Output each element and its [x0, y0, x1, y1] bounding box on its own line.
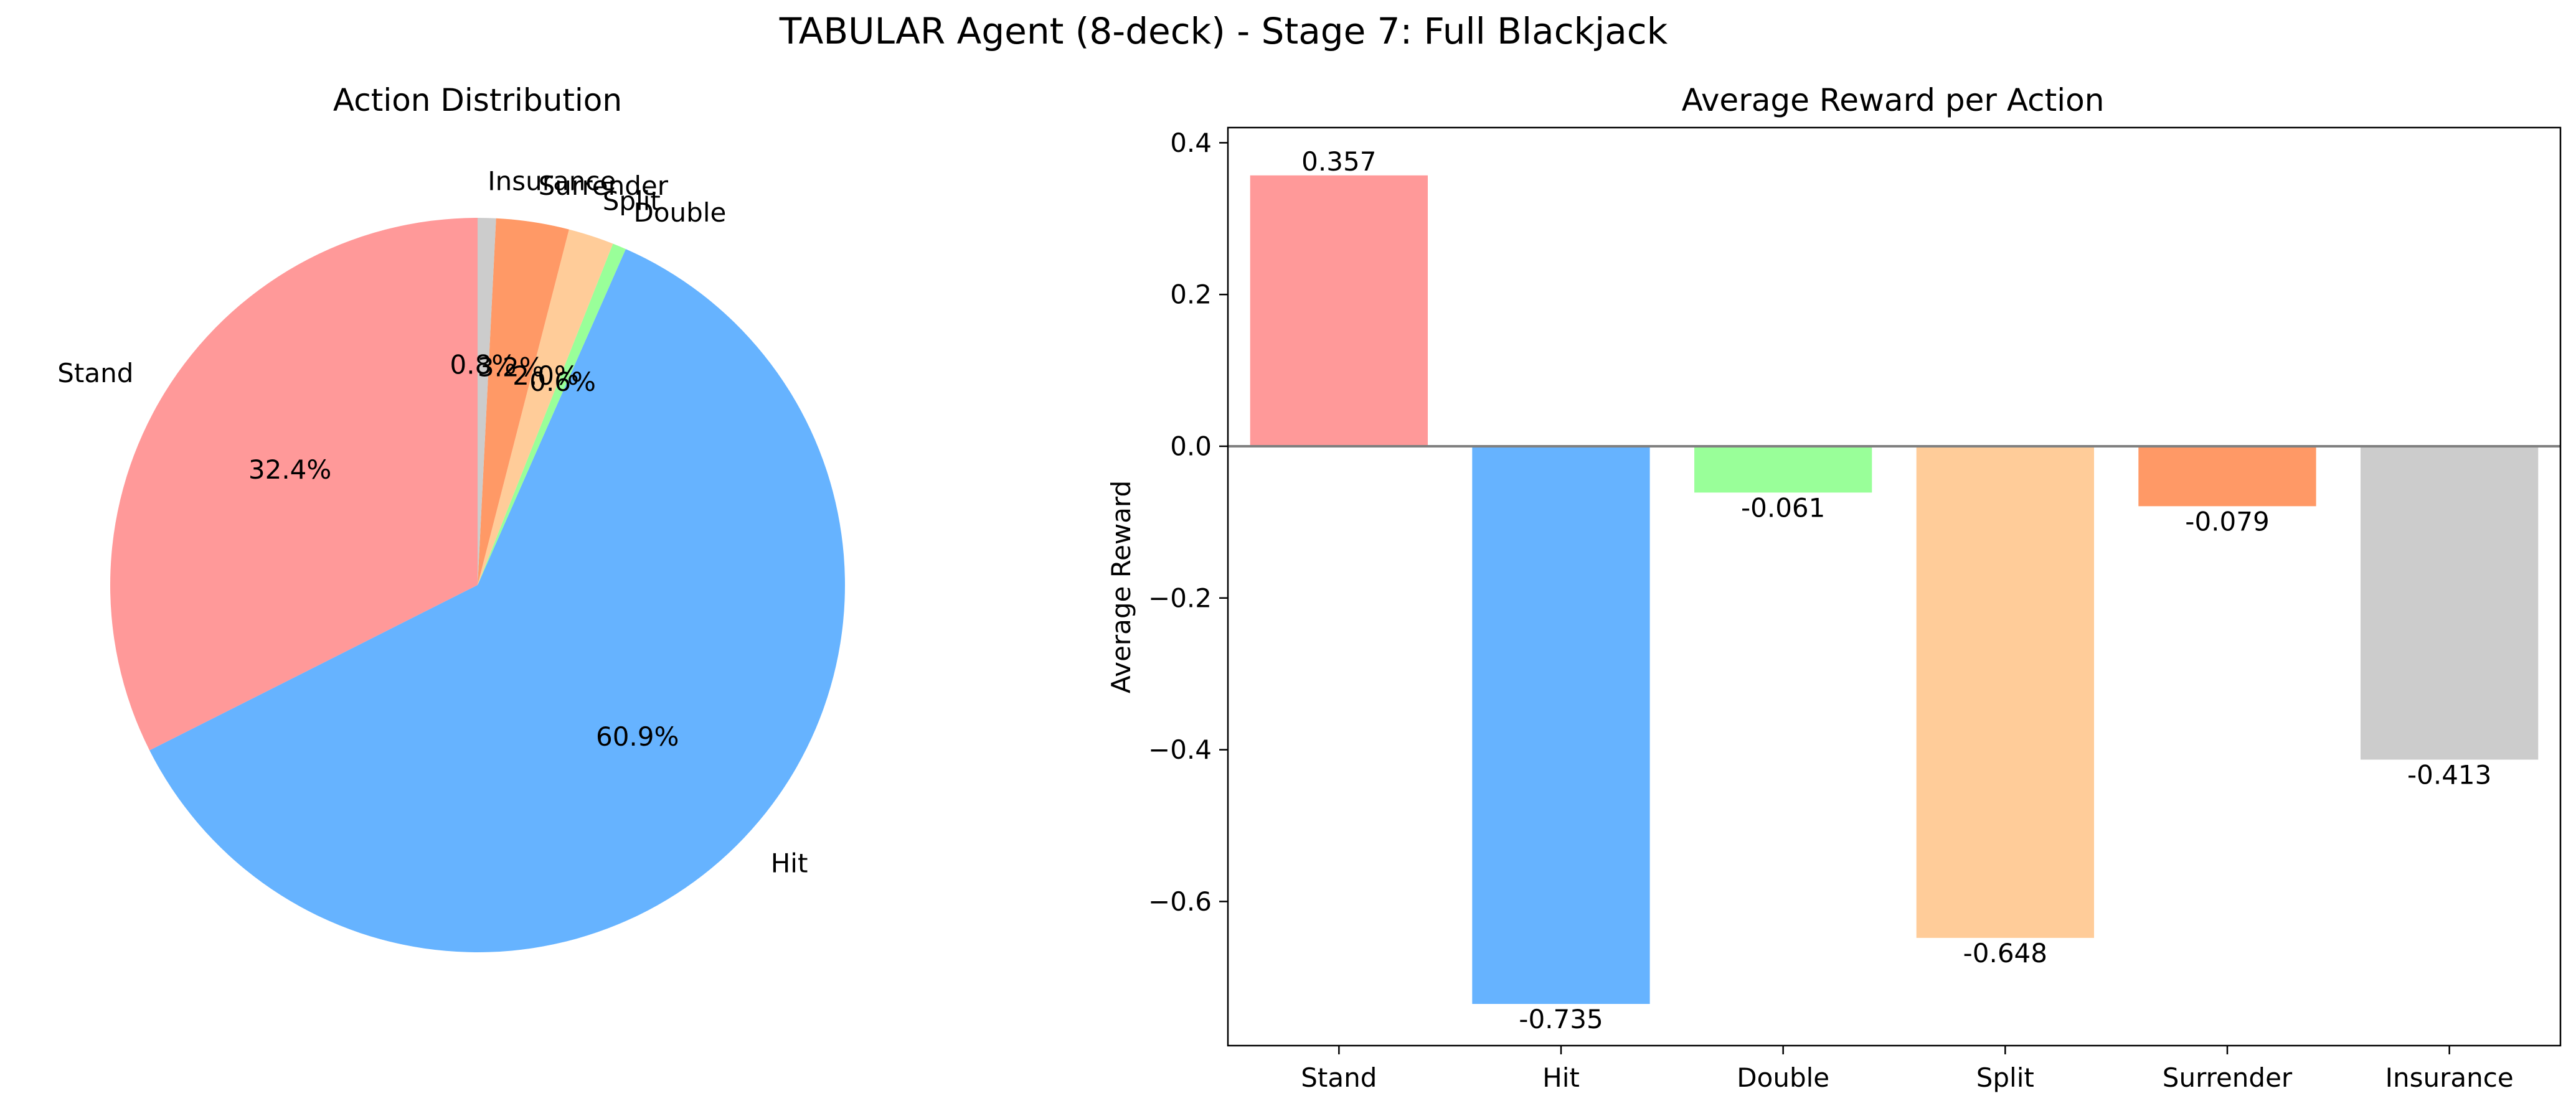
pie-chart-title: Action Distribution [333, 82, 622, 118]
pie-slice-hit [149, 249, 845, 953]
figure-title: TABULAR Agent (8-deck) - Stage 7: Full B… [779, 10, 1668, 52]
x-tick-label-stand: Stand [1301, 1062, 1377, 1093]
bar-surrender [2138, 446, 2316, 507]
bar-insurance [2361, 446, 2539, 760]
bar-hit [1472, 446, 1650, 1004]
pie-percent-stand: 32.4% [248, 454, 331, 485]
bar-stand [1250, 175, 1428, 446]
axes-frame [1227, 126, 2562, 1047]
bar-split [1916, 446, 2094, 938]
bar-chart-y-axis-label: Average Reward [1106, 480, 1136, 693]
pie-label-double: Double [634, 197, 727, 228]
pie-slice-split [478, 229, 613, 585]
pie-label-hit: Hit [771, 848, 808, 878]
pie-percent-surrender: 3.2% [478, 352, 544, 383]
pie-label-stand: Stand [57, 358, 133, 388]
pie-chart: Action Distribution Stand 32.4% Hit 60.9% Do… [57, 82, 845, 953]
pie-slice-double [478, 243, 626, 585]
y-tick-label: −0.2 [1148, 583, 1212, 613]
y-tick-label: 0.2 [1170, 279, 1212, 310]
bar-chart-x-ticks: Stand Hit Double Split Surrender Insurance [1301, 1046, 2514, 1093]
pie-slice-stand [110, 218, 478, 751]
bar-value-label-stand: 0.357 [1301, 146, 1376, 177]
y-tick-label: −0.6 [1148, 886, 1212, 917]
pie-label-insurance: Insurance [488, 166, 616, 197]
bar-value-label-surrender: -0.079 [2185, 507, 2269, 537]
bar-value-label-split: -0.648 [1963, 938, 2047, 968]
pie-slice-insurance [478, 218, 496, 585]
pie-slices [110, 218, 845, 953]
bar-value-label-double: -0.061 [1741, 493, 1825, 523]
bar-chart: Average Reward per Action Average Reward… [1106, 82, 2562, 1093]
x-tick-label-insurance: Insurance [2385, 1062, 2514, 1093]
pie-percent-split: 2.0% [512, 360, 579, 391]
bar-double [1694, 446, 1872, 493]
bar-chart-bars [1250, 175, 2539, 1004]
pie-label-surrender: Surrender [539, 171, 669, 201]
x-tick-label-hit: Hit [1542, 1062, 1580, 1093]
bar-chart-value-labels: 0.357 -0.735 -0.061 -0.648 -0.079 -0.413 [1301, 146, 2491, 1034]
y-tick-label: 0.0 [1170, 431, 1212, 462]
y-tick-label: 0.4 [1170, 128, 1212, 158]
x-tick-label-double: Double [1737, 1062, 1829, 1093]
bar-value-label-insurance: -0.413 [2407, 760, 2491, 790]
x-tick-label-surrender: Surrender [2163, 1062, 2293, 1093]
x-tick-label-split: Split [1976, 1062, 2034, 1093]
pie-percent-hit: 60.9% [596, 721, 679, 752]
pie-percent-double: 0.6% [529, 367, 596, 397]
bar-value-label-hit: -0.735 [1519, 1004, 1603, 1034]
pie-slice-surrender [478, 218, 569, 585]
pie-labels: Stand 32.4% Hit 60.9% Double 0.6% Split 2.0% Sur… [57, 166, 808, 879]
pie-percent-insurance: 0.8% [450, 350, 517, 380]
bar-chart-axes [1227, 126, 2562, 1047]
pie-label-split: Split [603, 185, 661, 216]
bar-chart-y-ticks: 0.4 0.2 0.0 −0.2 −0.4 −0.6 [1148, 128, 1228, 917]
y-tick-label: −0.4 [1148, 734, 1212, 765]
bar-chart-title: Average Reward per Action [1682, 82, 2105, 118]
